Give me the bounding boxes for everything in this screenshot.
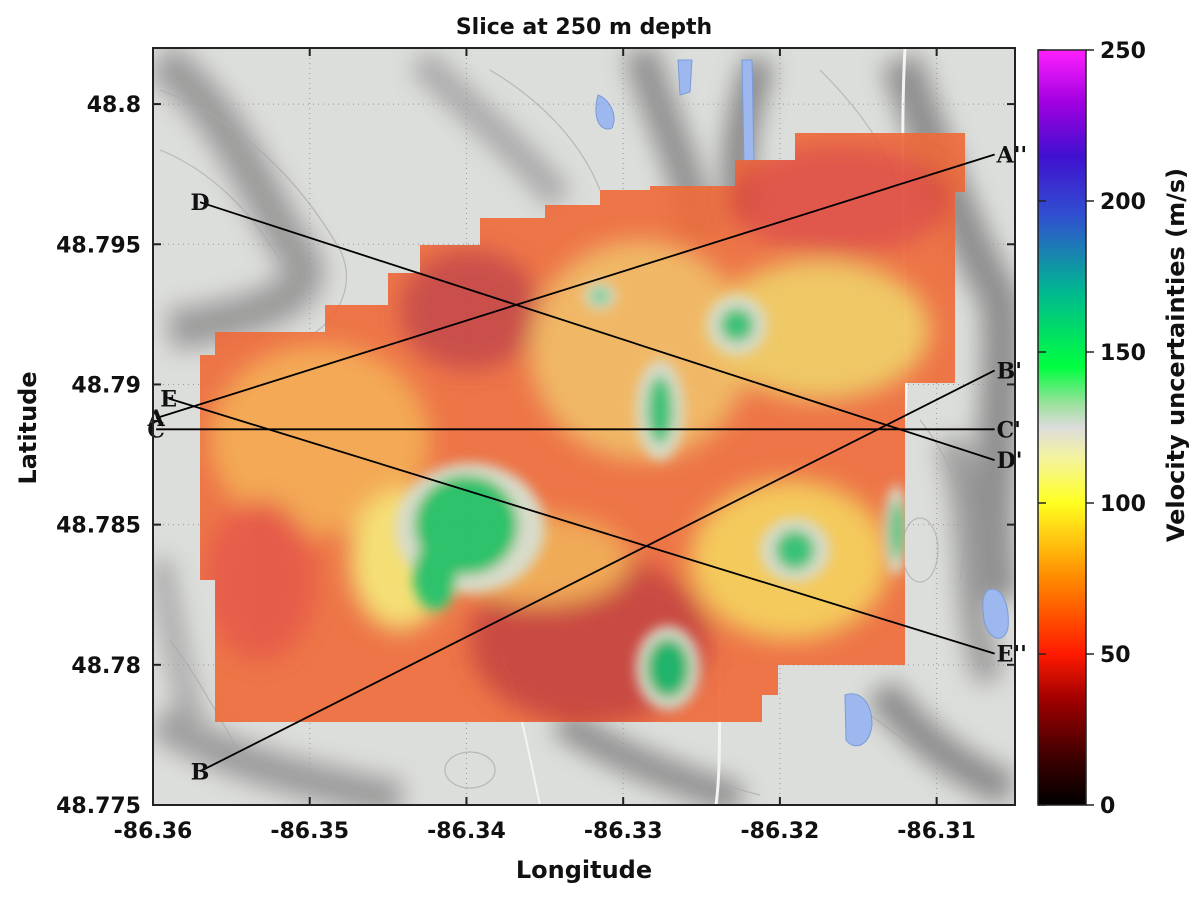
profile-end-label: E'' bbox=[997, 642, 1027, 668]
colorbar-tick-label: 0 bbox=[1100, 794, 1115, 819]
y-tick-label: 48.79 bbox=[71, 373, 141, 398]
profile-end-label: D' bbox=[997, 448, 1023, 474]
profile-line-e bbox=[168, 397, 995, 655]
x-tick-label: -86.36 bbox=[114, 819, 193, 844]
colorbar-ticks: 0 50 100 150 200 250 bbox=[1038, 39, 1146, 819]
profile-line-a bbox=[155, 153, 995, 419]
profile-start-label: A bbox=[147, 406, 166, 432]
lake-features bbox=[595, 59, 1009, 747]
x-tick-label: -86.31 bbox=[897, 819, 976, 844]
low-uncertainty-zones bbox=[395, 282, 908, 710]
plot-frame bbox=[152, 47, 1016, 806]
profile-start-label: D bbox=[190, 190, 209, 216]
y-tick-label: 48.78 bbox=[71, 654, 141, 679]
colorbar-tick-label: 50 bbox=[1100, 643, 1131, 668]
y-axis-ticks: 48.8 48.795 48.79 48.785 48.78 48.775 bbox=[56, 93, 1015, 819]
profile-end-label: C' bbox=[997, 417, 1021, 443]
profile-lines: A A'' B B' C C' D D' E E'' bbox=[147, 143, 1028, 786]
profile-start-label: E bbox=[160, 386, 177, 412]
profile-start-label: B bbox=[191, 759, 210, 785]
y-axis-label: Latitude bbox=[14, 371, 42, 484]
colorbar-tick-label: 250 bbox=[1100, 39, 1146, 64]
profile-end-label: B' bbox=[997, 358, 1022, 384]
x-axis-label: Longitude bbox=[516, 856, 652, 884]
y-tick-label: 48.785 bbox=[56, 514, 141, 539]
profile-line-b bbox=[199, 369, 996, 773]
colorbar-label: Velocity uncertainties (m/s) bbox=[1162, 168, 1190, 542]
profile-end-label: A'' bbox=[996, 143, 1028, 169]
colorbar-tick-label: 100 bbox=[1100, 492, 1146, 517]
colorbar-gradient bbox=[1037, 49, 1087, 806]
x-tick-label: -86.33 bbox=[584, 819, 663, 844]
y-tick-label: 48.795 bbox=[56, 233, 141, 258]
y-tick-label: 48.8 bbox=[87, 93, 141, 118]
colorbar-tick-label: 200 bbox=[1100, 190, 1146, 215]
colorbar-tick-label: 150 bbox=[1100, 341, 1146, 366]
profile-start-label: C bbox=[147, 417, 165, 443]
x-tick-label: -86.32 bbox=[741, 819, 820, 844]
x-axis-ticks: -86.36 -86.35 -86.34 -86.33 -86.32 -86.31 bbox=[114, 48, 976, 844]
profile-line-d bbox=[199, 201, 995, 462]
y-tick-label: 48.775 bbox=[56, 794, 141, 819]
chart-title: Slice at 250 m depth bbox=[456, 15, 712, 40]
colorbar: 0 50 100 150 200 250 Velocity uncertainties (… bbox=[1037, 39, 1190, 819]
x-tick-label: -86.34 bbox=[427, 819, 506, 844]
x-tick-label: -86.35 bbox=[270, 819, 349, 844]
velocity-uncertainty-heatmap bbox=[200, 133, 965, 722]
